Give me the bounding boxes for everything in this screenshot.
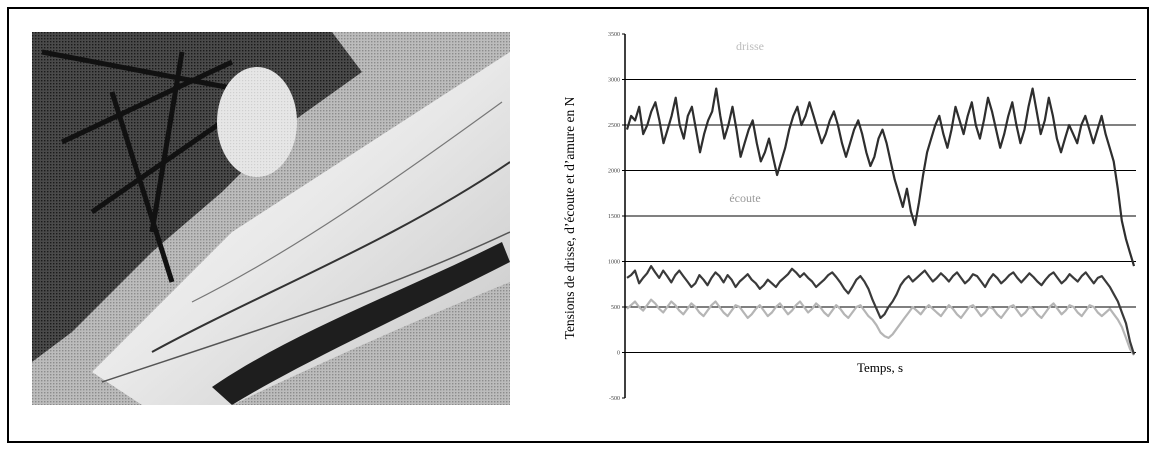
series-label-drisse: drisse — [736, 39, 764, 53]
series-line-1 — [626, 265, 1136, 355]
y-axis-label: Tensions de drisse, d’écoute et d’amure … — [562, 96, 577, 339]
photo-sail-shadow — [212, 242, 510, 405]
y-tick-label: 2000 — [608, 169, 620, 175]
photo-light-drum — [217, 67, 297, 177]
photo-deck — [232, 282, 510, 405]
y-tick-label: 2500 — [608, 123, 620, 129]
photo-sail-seam-2 — [101, 231, 510, 383]
y-tick-label: -500 — [609, 396, 620, 402]
y-tick-label: 1000 — [608, 260, 620, 266]
chart-gridlines — [625, 79, 1136, 353]
y-tick-label: 500 — [611, 305, 620, 311]
series-line-0 — [625, 87, 1136, 267]
tension-chart: Tensions de drisse, d’écoute et d’amure … — [562, 32, 1136, 402]
photo-structure-beams — [41, 49, 253, 283]
y-tick-labels: 3500 3000 2500 2000 1500 1000 500 0 -500 — [608, 32, 625, 402]
y-tick-label: 3000 — [608, 78, 620, 84]
photo-sail-surface — [92, 52, 510, 405]
y-tick-label: 1500 — [608, 214, 620, 220]
y-tick-label: 0 — [617, 351, 620, 357]
series-line-2 — [626, 298, 1135, 356]
photo-sail-seam-3 — [191, 101, 503, 303]
chart-series — [625, 87, 1136, 356]
x-axis-label: Temps, s — [857, 360, 903, 375]
figure-frame — [7, 7, 1149, 443]
photo-sail-seam-1 — [151, 161, 510, 353]
y-tick-label: 3500 — [608, 32, 620, 38]
series-label-ecoute: écoute — [729, 191, 760, 205]
sail-photograph — [32, 32, 510, 405]
